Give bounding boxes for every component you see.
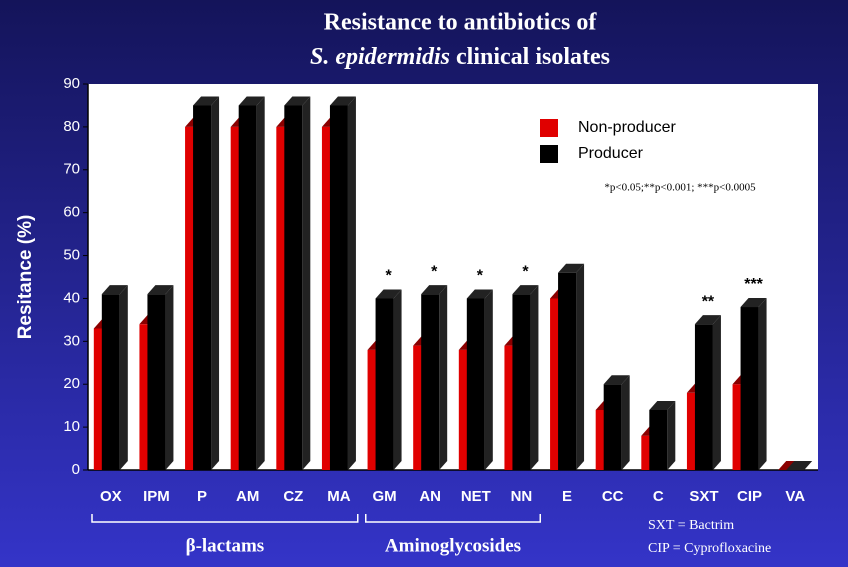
bar <box>740 307 759 470</box>
title-italic: S. epidermidis <box>310 44 450 70</box>
x-tick-label: GM <box>372 488 396 505</box>
x-tick-label: VA <box>785 488 805 505</box>
x-tick-label: SXT <box>689 488 718 505</box>
bar-top <box>284 96 311 106</box>
bar-side <box>621 375 630 470</box>
y-tick-label: 50 <box>63 247 80 264</box>
bar-side <box>667 400 676 470</box>
bar-side <box>119 285 128 470</box>
bar-top <box>101 285 128 295</box>
bar <box>238 105 257 470</box>
bar <box>512 294 531 470</box>
x-tick-label: E <box>562 488 572 505</box>
note: SXT = Bactrim <box>648 518 734 533</box>
legend-swatch <box>540 145 558 163</box>
bar-side <box>165 285 174 470</box>
note: CIP = Cyprofloxacine <box>648 541 771 556</box>
x-tick-label: CC <box>602 488 624 505</box>
bar-top <box>421 285 448 295</box>
bar-top <box>603 375 630 385</box>
y-tick-label: 60 <box>63 204 80 221</box>
significance: * <box>477 268 484 285</box>
significance: * <box>431 263 438 280</box>
bar-top <box>558 263 585 273</box>
bar-side <box>530 285 539 470</box>
bar <box>649 409 668 470</box>
bar-top <box>329 96 356 106</box>
y-tick-label: 90 <box>63 75 80 92</box>
bar-top <box>512 285 539 295</box>
y-tick-label: 10 <box>63 418 80 435</box>
bar <box>466 298 485 470</box>
x-tick-label: NN <box>511 488 533 505</box>
x-tick-label: OX <box>100 488 122 505</box>
bar-top <box>375 289 402 299</box>
bar-side <box>439 285 448 470</box>
y-tick-label: 0 <box>72 461 80 478</box>
legend-swatch <box>540 119 558 137</box>
p-note: *p<0.05;**p<0.001; ***p<0.0005 <box>604 182 756 194</box>
bar-side <box>758 298 767 470</box>
x-tick-label: AN <box>419 488 441 505</box>
legend-label: Producer <box>578 145 644 162</box>
bar <box>558 272 577 470</box>
x-tick-label: IPM <box>143 488 170 505</box>
bar-top <box>466 289 493 299</box>
bar-top <box>694 315 721 325</box>
bar-side <box>211 96 220 470</box>
bar-top <box>740 298 767 308</box>
bar-side <box>256 96 265 470</box>
bar <box>603 384 622 470</box>
bar-side <box>393 289 402 470</box>
bar <box>284 105 303 470</box>
bar-side <box>576 263 585 470</box>
chart-title: Resistance to antibiotics of <box>324 10 598 36</box>
significance: * <box>522 263 529 280</box>
y-tick-label: 20 <box>63 375 80 392</box>
group-label: β-lactams <box>186 535 265 556</box>
y-tick-label: 70 <box>63 161 80 178</box>
bar-top <box>238 96 265 106</box>
bar <box>193 105 212 470</box>
x-tick-label: AM <box>236 488 259 505</box>
y-tick-label: 80 <box>63 118 80 135</box>
chart-title: S. epidermidis clinical isolates <box>310 44 610 70</box>
y-tick-label: 30 <box>63 332 80 349</box>
legend-label: Non-producer <box>578 119 677 136</box>
significance: * <box>385 268 392 285</box>
x-tick-label: NET <box>461 488 491 505</box>
bar-top <box>193 96 220 106</box>
x-tick-label: P <box>197 488 207 505</box>
x-tick-label: MA <box>327 488 350 505</box>
bar <box>694 324 713 470</box>
bar <box>375 298 394 470</box>
x-tick-label: CIP <box>737 488 762 505</box>
x-tick-label: CZ <box>283 488 303 505</box>
bar <box>329 105 348 470</box>
bar-side <box>347 96 356 470</box>
bar-side <box>712 315 721 470</box>
bar <box>421 294 440 470</box>
bar-top <box>786 461 813 470</box>
title-rest: clinical isolates <box>450 44 610 70</box>
bar-side <box>302 96 311 470</box>
bar-top <box>147 285 174 295</box>
significance: ** <box>702 293 715 310</box>
y-axis-label: Resitance (%) <box>15 215 36 340</box>
significance: *** <box>744 276 763 293</box>
bar-side <box>484 289 493 470</box>
group-bracket <box>365 514 541 523</box>
bar <box>147 294 166 470</box>
group-bracket <box>91 514 359 523</box>
bar <box>101 294 120 470</box>
y-tick-label: 40 <box>63 289 80 306</box>
x-tick-label: C <box>653 488 664 505</box>
group-label: Aminoglycosides <box>385 535 521 556</box>
bar-top <box>649 400 676 410</box>
